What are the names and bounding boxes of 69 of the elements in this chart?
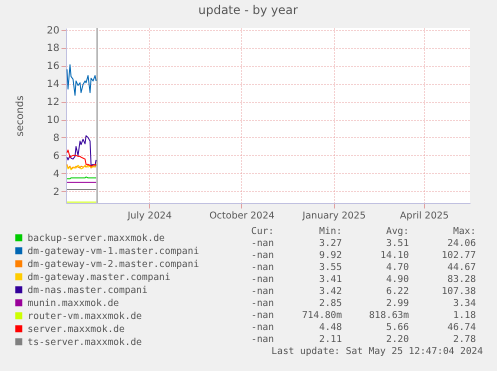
y-tick-label: 14 (46, 79, 60, 90)
text: Cur: (251, 226, 274, 238)
text: 4.90 (386, 274, 409, 286)
text: 5.66 (386, 322, 409, 334)
text: 102.77 (442, 250, 476, 262)
y-tick-label: 16 (46, 61, 60, 72)
y-tick-label: 20 (46, 25, 60, 36)
text: Avg: (386, 226, 409, 238)
y-tick-label: 4 (53, 168, 60, 180)
line-series (66, 150, 97, 167)
text: 3.27 (319, 238, 342, 250)
y-axis-title: seconds (14, 96, 26, 136)
text: -nan (251, 262, 274, 274)
text: -nan (251, 250, 274, 262)
text: 44.67 (447, 262, 476, 274)
text: 83.28 (447, 274, 476, 286)
text: 2.20 (386, 334, 409, 346)
text: -nan (251, 322, 274, 334)
text: 24.06 (447, 238, 476, 250)
text: 6.22 (386, 286, 409, 298)
text: 2.99 (386, 298, 409, 310)
legend-label: dm-gateway-vm-1.master.compani (28, 246, 200, 257)
text: -nan (251, 334, 274, 346)
legend-label: munin.maxxmok.de (28, 298, 120, 309)
text: -nan (251, 310, 274, 322)
legend-label: dm-gateway-vm-2.master.compani (28, 258, 200, 270)
text: 4.70 (386, 262, 409, 274)
y-tick-label: 8 (53, 132, 60, 144)
y-tick-label: 18 (46, 43, 60, 54)
text: 3.42 (319, 286, 342, 298)
legend-label: ts-server.maxxmok.de (28, 336, 142, 348)
text: 4.48 (319, 322, 342, 334)
legend-label: backup-server.maxxmok.de (28, 232, 166, 244)
text: 3.41 (319, 274, 342, 286)
text: 3.55 (319, 262, 342, 274)
text: -nan (251, 298, 274, 310)
text: 9.92 (319, 250, 342, 262)
text: 2.78 (453, 334, 476, 346)
y-tick-label: 2 (53, 186, 60, 198)
legend-label: server.maxxmok.de (28, 324, 126, 335)
y-tick-label: 10 (46, 115, 60, 126)
x-tick-label: October 2024 (209, 210, 275, 222)
line-series (66, 135, 97, 166)
text: 714.80m (302, 310, 342, 322)
text: 3.34 (453, 298, 476, 310)
text: 3.51 (386, 238, 409, 250)
legend-label: router-vm.maxxmok.de (28, 310, 142, 322)
text: -nan (251, 238, 274, 250)
text: 818.63m (368, 310, 409, 322)
y-tick-label: 6 (53, 150, 60, 162)
text: Min: (319, 226, 342, 238)
text: 2.85 (319, 298, 342, 310)
x-tick-label: January 2025 (302, 210, 366, 222)
line-series (66, 64, 97, 96)
x-tick-label: April 2025 (400, 210, 449, 222)
text: -nan (251, 274, 274, 286)
text: 107.38 (442, 286, 476, 298)
y-tick-label: 12 (46, 97, 60, 108)
legend-label: dm-gateway.master.compani (28, 272, 171, 283)
text: Last update: Sat May 25 12:47:04 2024 (271, 346, 483, 358)
legend-label: dm-nas.master.compani (28, 284, 148, 296)
text: 2.11 (319, 334, 342, 346)
text: -nan (251, 286, 274, 298)
text: 1.18 (453, 310, 476, 322)
x-tick-label: July 2024 (126, 210, 172, 222)
text: Max: (453, 226, 476, 238)
chart-title: update - by year (198, 2, 298, 17)
text: 46.74 (447, 322, 476, 334)
text: 14.10 (380, 250, 409, 262)
